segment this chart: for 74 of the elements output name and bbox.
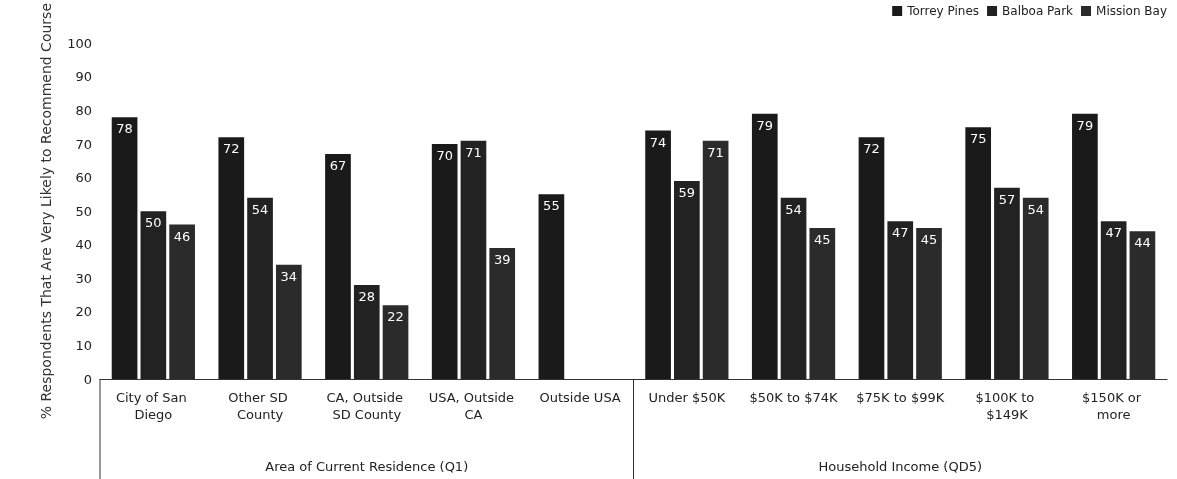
bar — [460, 140, 487, 379]
data-label: 78 — [116, 121, 133, 137]
bar — [353, 285, 380, 379]
bar — [780, 197, 807, 379]
text: Household Income (QD5) — [818, 458, 983, 474]
x-tick-label: $75K to $99K — [856, 390, 945, 405]
x-tick-label: CA, Outside SD County — [326, 390, 408, 422]
y-tick-label: 50 — [75, 203, 92, 219]
x-tick-label: City of San Diego — [115, 390, 191, 422]
bar — [994, 187, 1020, 379]
data-label: 45 — [920, 231, 938, 247]
data-label: 67 — [329, 158, 347, 174]
legend-label: Balboa Park — [1002, 4, 1074, 18]
data-label: 72 — [863, 141, 880, 157]
data-label: 22 — [387, 309, 404, 325]
bar — [674, 180, 700, 379]
legend-label: Torrey Pines — [906, 4, 980, 18]
data-label: 75 — [969, 131, 987, 147]
data-label: 71 — [465, 144, 482, 160]
data-label: 47 — [1105, 225, 1122, 241]
y-tick-label: 20 — [75, 304, 92, 320]
y-tick-label: 100 — [67, 35, 92, 51]
y-tick-label: 0 — [83, 371, 92, 387]
x-tick-label: Under $50K — [648, 390, 726, 405]
data-label: 54 — [1027, 201, 1044, 217]
data-label: 50 — [145, 215, 162, 231]
x-tick-label: Other SD County — [228, 390, 292, 422]
y-axis-title: % Respondents That Are Very Likely to Recommend Course — [38, 3, 54, 420]
data-label: 44 — [1134, 235, 1151, 251]
data-label: 55 — [543, 198, 560, 214]
x-tick-label: $50K to $74K — [749, 390, 839, 405]
x-tick-label: $150K or more — [1082, 390, 1146, 422]
data-label: 57 — [998, 191, 1016, 207]
y-tick-label: 80 — [75, 102, 92, 118]
x-tick-label: $100K to $149K — [975, 390, 1039, 422]
data-label: 70 — [436, 148, 453, 164]
x-tick-label: USA, Outside CA — [428, 390, 519, 422]
data-label: 54 — [785, 201, 802, 217]
data-label: 54 — [251, 201, 269, 217]
data-label: 46 — [173, 228, 191, 244]
text: Area of Current Residence (Q1) — [265, 458, 469, 474]
bar — [751, 113, 778, 379]
y-tick-label: 40 — [75, 237, 92, 253]
y-tick-label: 30 — [75, 270, 92, 286]
bar — [1100, 221, 1127, 379]
data-label: 45 — [814, 231, 831, 247]
bar — [325, 154, 351, 379]
y-tick-label: 60 — [75, 170, 92, 186]
data-label: 59 — [678, 184, 696, 200]
bar — [858, 137, 885, 379]
data-label: 71 — [707, 144, 724, 160]
data-label: 47 — [891, 225, 909, 241]
bar — [965, 127, 992, 379]
bar — [247, 197, 273, 379]
bar — [645, 130, 671, 379]
data-label: 28 — [358, 289, 376, 305]
data-label: 74 — [649, 134, 667, 150]
data-label: 79 — [756, 117, 774, 133]
y-tick-label: 90 — [75, 69, 92, 85]
bar — [887, 221, 914, 379]
x-tick-label: Outside USA — [539, 390, 621, 405]
bar — [140, 211, 167, 379]
bar — [538, 194, 565, 379]
data-label: 72 — [223, 141, 240, 157]
bar — [111, 117, 138, 379]
y-tick-label: 70 — [75, 136, 92, 152]
bar — [218, 137, 245, 379]
bar — [431, 144, 458, 379]
y-tick-label: 10 — [75, 337, 92, 353]
legend-label: Mission Bay — [1096, 4, 1168, 18]
data-label: 39 — [493, 252, 511, 268]
bar — [1072, 113, 1098, 379]
data-label: 79 — [1076, 117, 1094, 133]
data-label: 34 — [280, 268, 298, 284]
